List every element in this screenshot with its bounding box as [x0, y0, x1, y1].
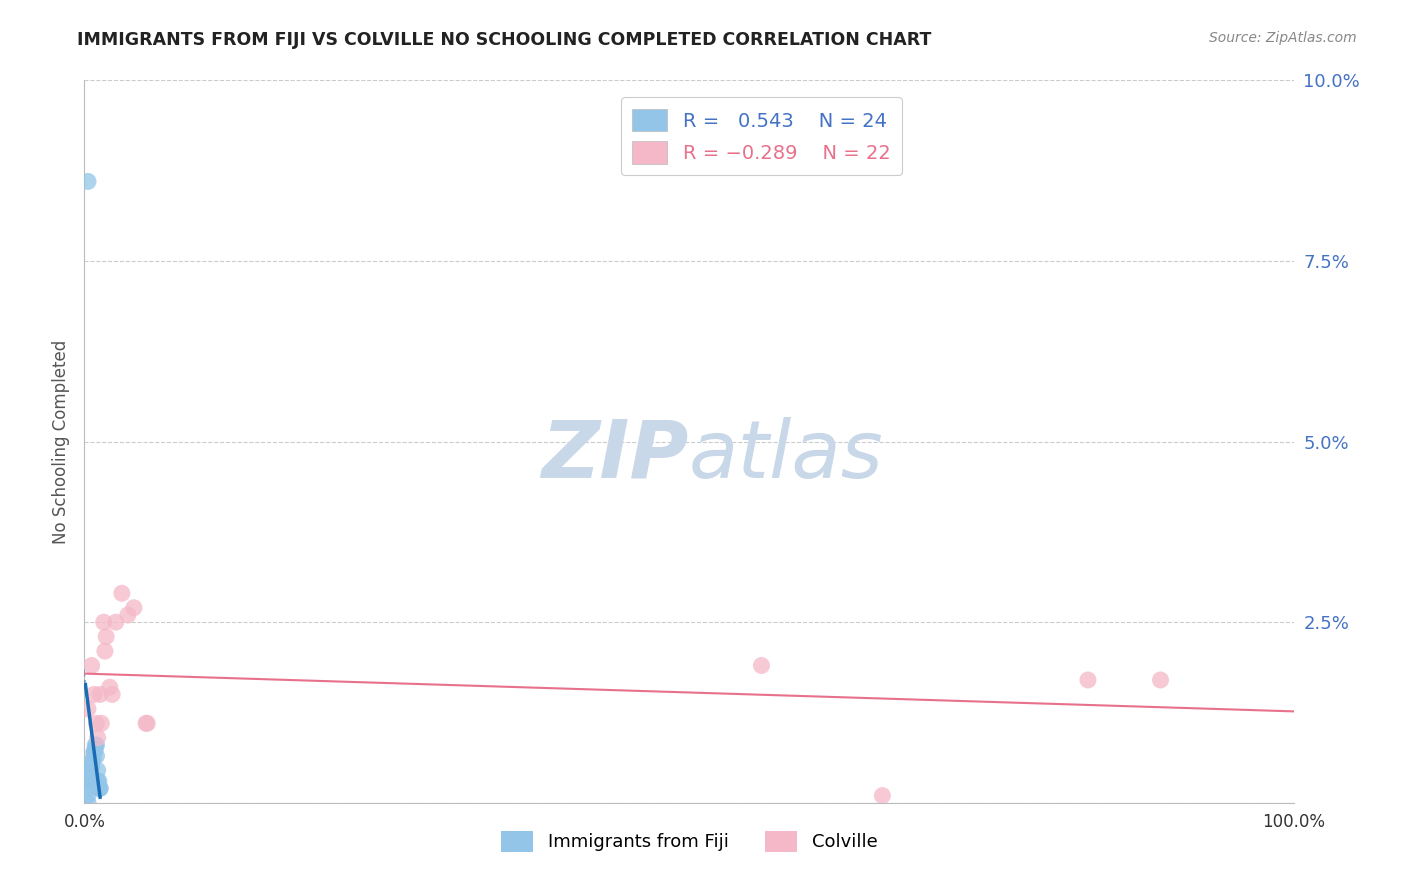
Point: [79, 767, 101, 781]
Point: [82, 752, 104, 766]
Point: [101, 687, 124, 701]
Text: IMMIGRANTS FROM FIJI VS COLVILLE NO SCHOOLING COMPLETED CORRELATION CHART: IMMIGRANTS FROM FIJI VS COLVILLE NO SCHO…: [77, 31, 932, 49]
Text: atlas: atlas: [689, 417, 884, 495]
Point: [77, 796, 100, 810]
Point: [111, 586, 134, 600]
Point: [86, 731, 108, 745]
Point: [77, 174, 100, 188]
Point: [89, 781, 111, 796]
Point: [86, 748, 108, 763]
Point: [86, 774, 108, 789]
Point: [84, 738, 107, 752]
Y-axis label: No Schooling Completed: No Schooling Completed: [52, 340, 70, 543]
Point: [1149, 673, 1171, 687]
Point: [872, 789, 894, 803]
Point: [122, 600, 145, 615]
Point: [89, 781, 111, 796]
Point: [98, 680, 121, 694]
Point: [77, 774, 100, 789]
Point: [135, 716, 157, 731]
Point: [79, 764, 101, 778]
Point: [94, 644, 117, 658]
Point: [117, 607, 139, 622]
Point: [83, 745, 105, 759]
Point: [77, 781, 100, 796]
Point: [136, 716, 159, 731]
Point: [751, 658, 773, 673]
Text: Source: ZipAtlas.com: Source: ZipAtlas.com: [1209, 31, 1357, 45]
Point: [86, 738, 108, 752]
Text: ZIP: ZIP: [541, 417, 689, 495]
Point: [77, 702, 100, 716]
Point: [80, 760, 103, 774]
Point: [90, 716, 112, 731]
Point: [93, 615, 115, 630]
Point: [77, 774, 100, 789]
Point: [84, 741, 107, 756]
Point: [1077, 673, 1099, 687]
Point: [77, 789, 100, 803]
Point: [86, 716, 108, 731]
Point: [82, 752, 104, 766]
Point: [87, 781, 110, 796]
Point: [94, 630, 117, 644]
Point: [83, 745, 105, 759]
Point: [80, 760, 103, 774]
Point: [87, 774, 110, 789]
Legend: Immigrants from Fiji, Colville: Immigrants from Fiji, Colville: [494, 823, 884, 859]
Point: [83, 687, 105, 701]
Point: [80, 658, 103, 673]
Point: [86, 764, 108, 778]
Point: [104, 615, 127, 630]
Point: [89, 687, 111, 701]
